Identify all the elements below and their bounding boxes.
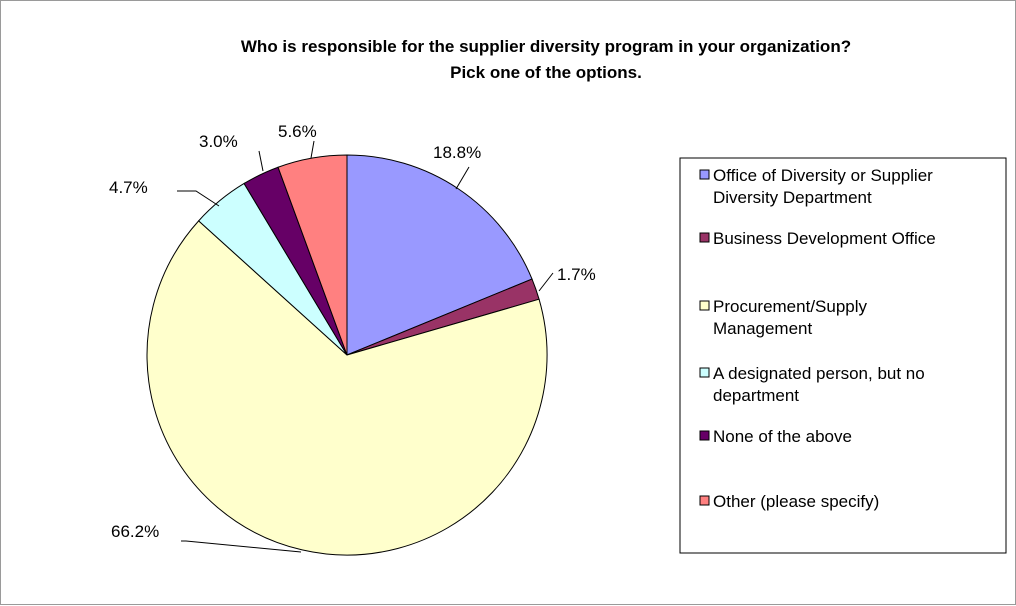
legend: Office of Diversity or Supplier Diversity… — [679, 157, 1007, 554]
legend-swatch-2 — [699, 232, 710, 243]
data-label-6: 5.6% — [278, 122, 317, 141]
legend-swatch-4 — [699, 367, 710, 378]
data-label-1: 18.8% — [433, 143, 481, 162]
data-label-4: 4.7% — [109, 178, 148, 197]
leader-line-6 — [310, 140, 315, 159]
legend-label-5: None of the above — [713, 427, 852, 446]
legend-swatch-1 — [699, 169, 710, 180]
chart-subtitle: Pick one of the options. — [450, 63, 642, 82]
pie-slice-3 — [146, 220, 548, 556]
leader-line-3 — [181, 540, 302, 553]
leader-line-4 — [177, 190, 220, 207]
leader-line-1 — [455, 166, 470, 190]
data-labels: 18.8% 1.7% 66.2% 4.7% 3.0% 5.6% — [109, 122, 596, 541]
legend-swatch-5 — [699, 430, 710, 441]
leader-line-5 — [258, 150, 264, 172]
pie-slice-6 — [277, 154, 348, 356]
leader-lines — [177, 140, 554, 553]
chart-title: Who is responsible for the supplier dive… — [241, 37, 851, 56]
legend-label-6: Other (please specify) — [713, 492, 879, 511]
legend-label-2: Business Development Office — [713, 229, 936, 248]
legend-label-3: Procurement/Supply Management — [713, 297, 868, 338]
pie-slice-1 — [346, 154, 533, 356]
data-label-2: 1.7% — [557, 265, 596, 284]
pie-slices — [146, 154, 548, 556]
legend-label-4: A designated person, but no department — [713, 364, 925, 405]
leader-line-2 — [538, 272, 554, 292]
legend-swatch-3 — [699, 300, 710, 311]
legend-swatch-6 — [699, 495, 710, 506]
legend-label-1: Office of Diversity or Supplier Diversity… — [713, 166, 933, 207]
legend-box — [679, 157, 1007, 554]
data-label-5: 3.0% — [199, 132, 238, 151]
data-label-3: 66.2% — [111, 522, 159, 541]
